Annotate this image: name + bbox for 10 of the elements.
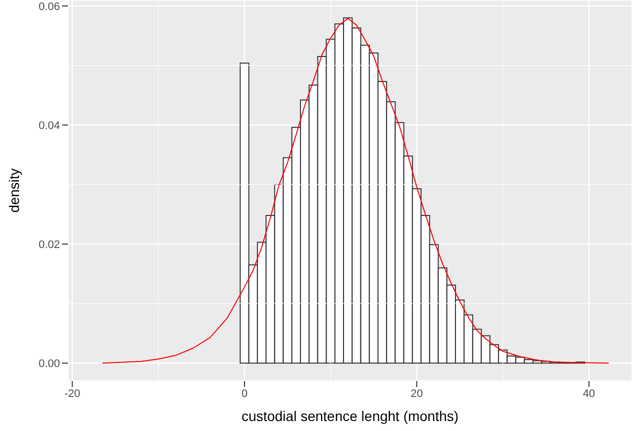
x-tick-label: 0 (241, 388, 248, 400)
y-tick-label: 0.04 (38, 120, 60, 132)
y-tick-label: 0.06 (38, 0, 60, 13)
y-axis-title: density (6, 168, 22, 213)
y-tick-label: 0.00 (38, 358, 60, 370)
x-tick-label: 20 (410, 388, 423, 400)
x-tick-label: -20 (64, 388, 80, 400)
y-tick-label: 0.02 (38, 238, 60, 251)
x-tick-label: 40 (582, 388, 596, 400)
x-axis-title: custodial sentence lenght (months) (241, 408, 459, 424)
